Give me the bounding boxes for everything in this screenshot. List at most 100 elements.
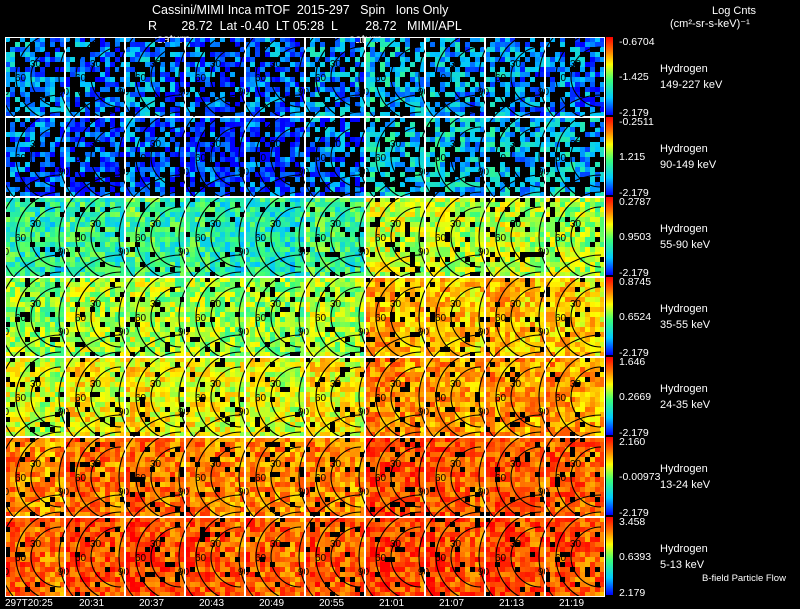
time-tick-label: 21:01 [379,598,405,609]
colorbar-mid: 0.2669 [619,391,652,403]
svg-text:30: 30 [30,139,42,150]
colorbar-mid: 1.215 [619,151,646,163]
svg-text:90: 90 [538,247,550,258]
svg-text:90: 90 [298,87,310,98]
svg-text:90: 90 [58,167,70,178]
svg-text:30: 30 [510,59,522,70]
colorbar-min: -2.179 [619,267,649,279]
svg-text:60: 60 [375,73,387,84]
svg-text:60: 60 [315,233,327,244]
svg-text:60: 60 [495,153,507,164]
time-tick-label: 20:49 [259,598,285,609]
svg-text:30: 30 [270,219,282,230]
time-tick-label: 21:13 [499,598,525,609]
colorbar-mid: 0.6393 [619,551,652,563]
svg-text:90: 90 [5,167,10,178]
svg-text:60: 60 [255,73,267,84]
svg-text:60: 60 [15,233,27,244]
svg-text:90: 90 [178,167,190,178]
svg-text:30: 30 [390,139,402,150]
svg-text:90: 90 [478,87,490,98]
svg-text:60: 60 [75,153,87,164]
colorbar [606,437,613,515]
time-tick-label: 20:31 [79,598,105,609]
svg-text:30: 30 [210,139,222,150]
svg-text:30: 30 [570,139,582,150]
svg-text:30: 30 [450,139,462,150]
colorbar-max: 0.2787 [619,196,652,208]
svg-text:90: 90 [418,247,430,258]
svg-text:30: 30 [330,219,342,230]
svg-text:90: 90 [298,167,310,178]
colorbar [606,357,613,435]
svg-text:90: 90 [178,87,190,98]
colorbar [606,117,613,195]
colorbar-max: 0.8745 [619,276,652,288]
svg-text:90: 90 [118,247,130,258]
panel-label: Hydrogen 149-227 keV [660,63,723,91]
svg-text:30: 30 [90,59,102,70]
svg-text:60: 60 [375,233,387,244]
panel-label: Hydrogen 5-13 keV [660,543,708,571]
image-grid: 3060903060903060903060903060903060903060… [5,37,605,597]
svg-text:30: 30 [570,59,582,70]
panel-label: Hydrogen 55-90 keV [660,223,711,251]
svg-text:90: 90 [238,87,250,98]
footer-note: B-field Particle Flow [702,573,786,584]
svg-text:60: 60 [435,233,447,244]
colorbar-mid: 0.9503 [619,231,652,243]
colorbar-mid: -1.425 [619,71,649,83]
svg-text:30: 30 [30,299,42,310]
svg-text:60: 60 [315,153,327,164]
colorbar-unit: (cm²-sr-s-keV)⁻¹ [670,18,750,30]
colorbar-max: -0.6704 [619,36,655,48]
position-info: R 28.72 Lat -0.40 LT 05:28 L 28.72 MIMI/… [148,19,462,33]
time-tick-label: 21:19 [559,598,585,609]
svg-text:90: 90 [298,247,310,258]
svg-text:90: 90 [58,87,70,98]
svg-text:90: 90 [358,247,370,258]
svg-text:60: 60 [255,233,267,244]
svg-text:90: 90 [58,247,70,258]
svg-text:90: 90 [478,167,490,178]
svg-text:30: 30 [30,219,42,230]
svg-text:30: 30 [90,219,102,230]
svg-text:60: 60 [315,73,327,84]
colorbar-mid: 0.6524 [619,311,652,323]
svg-text:90: 90 [538,167,550,178]
svg-text:90: 90 [478,247,490,258]
svg-text:60: 60 [495,73,507,84]
svg-text:60: 60 [75,233,87,244]
svg-text:60: 60 [255,153,267,164]
svg-text:60: 60 [495,233,507,244]
